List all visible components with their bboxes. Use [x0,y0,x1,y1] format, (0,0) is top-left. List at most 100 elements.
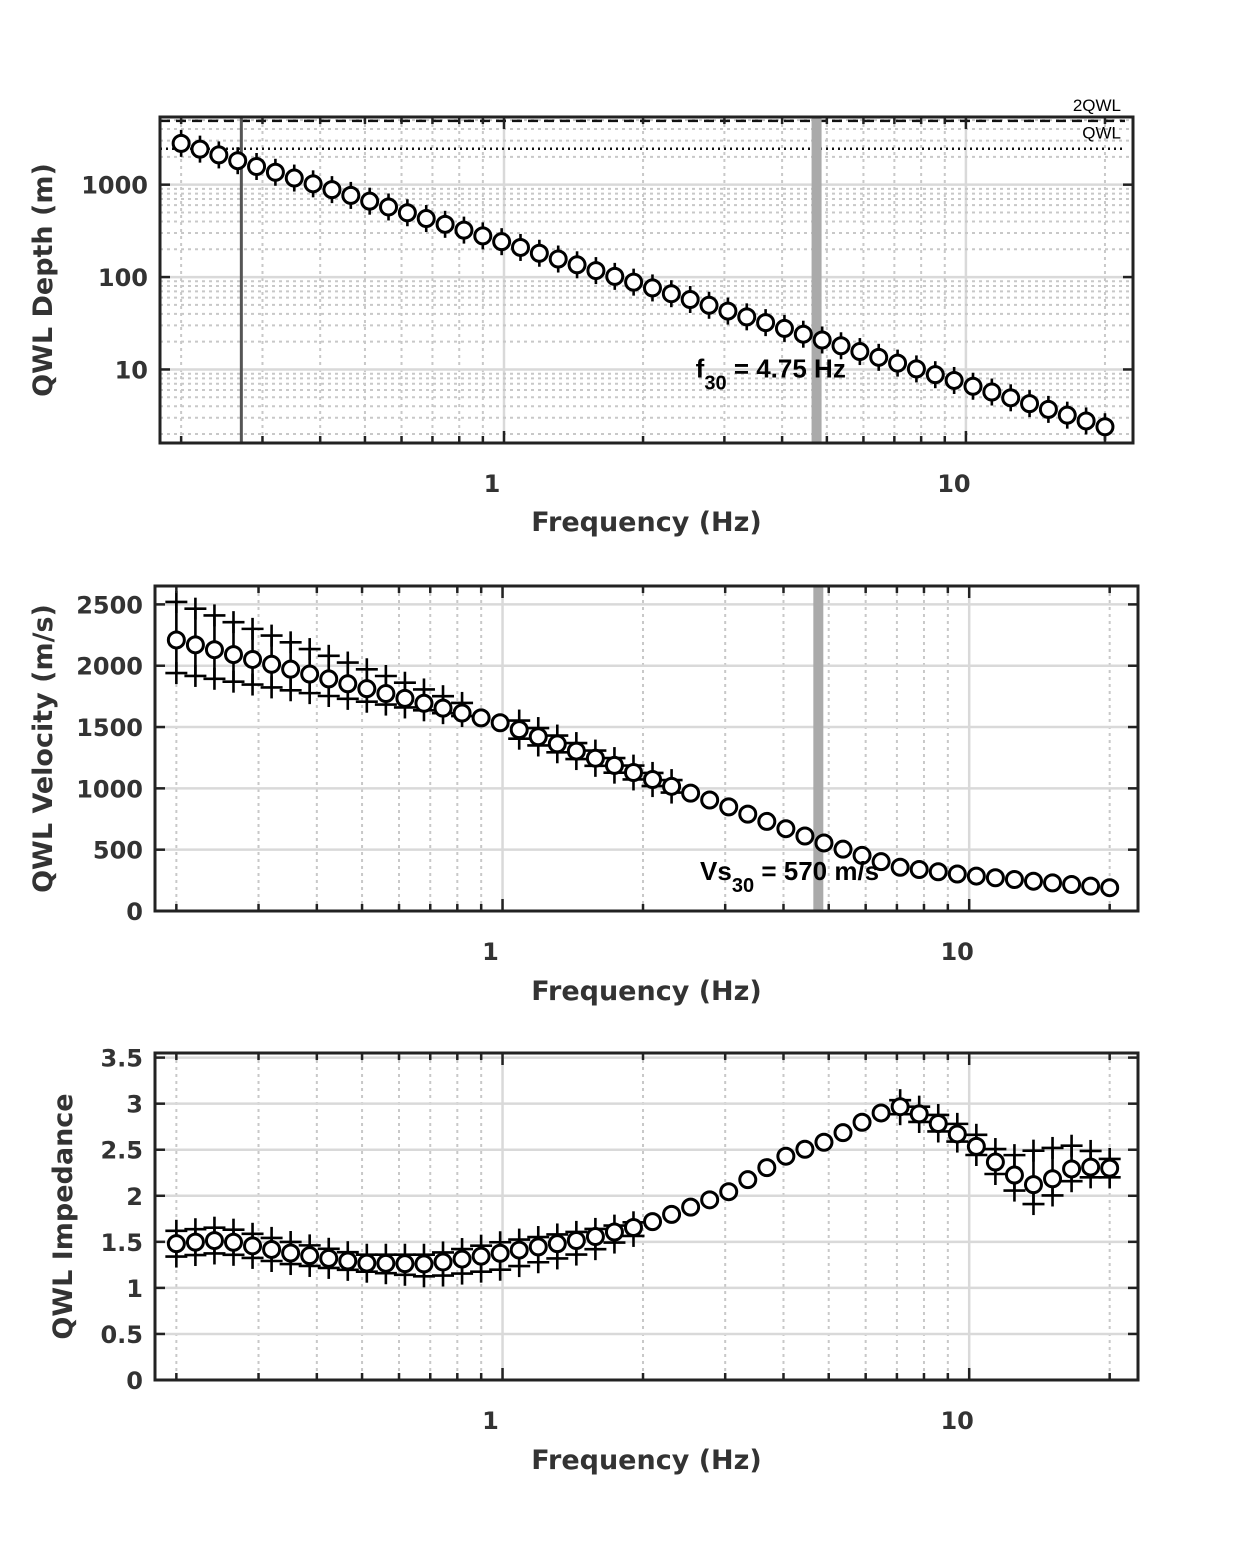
axis-ticks [160,117,1133,443]
data-point [190,139,210,159]
data-point [585,1227,605,1247]
data-point [547,1234,567,1254]
data-point [623,763,643,783]
data-point [414,693,434,713]
data-point [433,698,453,718]
impedance-panel: 1 10 0 0.5 1 1.5 2 2.5 3 3.5 Frequency (Hz) QWL Imp… [48,1045,1140,1476]
data-point [341,185,361,205]
data-point [795,826,815,846]
data-point [699,295,719,315]
y-tick-label: 100 [98,264,148,292]
x-tick-label: 10 [940,1407,973,1435]
y-tick-label: 10 [115,356,148,384]
data-point [319,1248,339,1268]
data-point [643,1212,663,1232]
data-point [909,859,929,879]
data-point [228,151,248,171]
data-point [963,376,983,396]
data-point [1062,1159,1082,1179]
x-tick-label: 1 [482,938,499,966]
data-point [281,659,301,679]
data-point [395,1254,415,1274]
data-point [303,174,323,194]
marker-vertical-line [811,117,822,443]
data-point [319,669,339,689]
data-point [529,243,549,263]
y-tick-label: 1500 [76,714,143,742]
y-tick-label: 3.5 [100,1045,143,1073]
plot-frame [153,1051,1140,1382]
x-axis-label: Frequency (Hz) [531,507,761,538]
y-axis-label: QWL Impedance [48,1093,79,1339]
annotation-rest: = 570 m/s [754,856,879,886]
data-point [680,290,700,310]
data-point [223,645,243,665]
data-point [871,1103,891,1123]
data-point [944,370,964,390]
x-tick-label: 10 [940,938,973,966]
data-point [1062,874,1082,894]
data-point [719,797,739,817]
plot-frame [158,115,1135,445]
data-point [700,1190,720,1210]
data-point [1020,394,1040,414]
data-point [490,1243,510,1263]
data-point [397,203,417,223]
data-point [985,1152,1005,1172]
y-tick-label: 1 [126,1275,143,1303]
y-tick-label: 3 [126,1091,143,1119]
data-point [1100,878,1120,898]
plot-frame [153,584,1140,913]
data-point [528,1237,548,1257]
marker-vertical-line [239,117,243,443]
data-point [662,1204,682,1224]
x-tick-label: 10 [937,470,970,498]
data-point [643,770,663,790]
y-tick-label: 2.5 [100,1137,143,1165]
data-point [566,741,586,761]
data-point [376,684,396,704]
data-point [185,635,205,655]
data-point [471,708,491,728]
y-tick-label: 2 [126,1183,143,1211]
data-point [831,336,851,356]
y-tick-label: 1000 [81,172,148,200]
data-point [1100,1158,1120,1178]
data-point [1023,1175,1043,1195]
data-point [966,866,986,886]
data-point [966,1136,986,1156]
data-point [528,727,548,747]
data-point [1023,871,1043,891]
data-point [247,156,267,176]
data-point [586,261,606,281]
data-point [473,226,493,246]
data-point [416,209,436,229]
data-point [700,790,720,810]
data-point [511,237,531,257]
annotation-main: f [696,353,705,383]
y-tick-label: 2500 [76,591,143,619]
marker-vertical-line [813,586,824,911]
data-point [281,1243,301,1263]
data-point [171,133,191,153]
annotation-subscript: 30 [704,372,726,394]
x-axis-label: Frequency (Hz) [531,1445,761,1476]
data-point [357,1253,377,1273]
annotation-text: Vs30 = 570 m/s [700,856,879,897]
data-point [376,1253,396,1273]
data-point [1004,1165,1024,1185]
data-point [490,713,510,733]
reference-line-label: QWL [1082,124,1121,143]
data-point [604,755,624,775]
annotation-subscript: 30 [732,875,754,897]
data-point [604,1222,624,1242]
data-point [756,313,776,333]
y-tick-label: 1000 [76,775,143,803]
data-point [757,811,777,831]
data-point [243,1236,263,1256]
data-point [357,679,377,699]
data-point [869,347,889,367]
data-point [166,630,186,650]
annotation-rest: = 4.75 Hz [727,353,846,383]
data-point [204,640,224,660]
